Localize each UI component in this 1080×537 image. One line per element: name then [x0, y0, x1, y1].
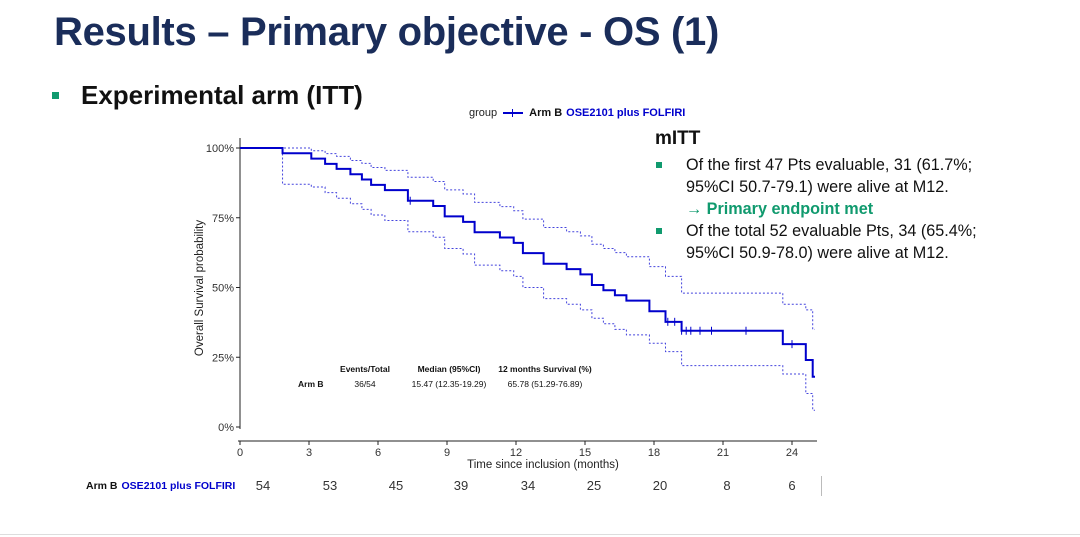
summary-header-12m: 12 months Survival (%) [498, 364, 592, 374]
risk-number: 54 [255, 478, 271, 493]
risk-number: 8 [723, 478, 731, 493]
x-tick-label: 24 [786, 447, 798, 459]
x-tick-label: 3 [306, 447, 312, 459]
legend-line-icon [503, 109, 524, 117]
bullet-square-icon [656, 228, 662, 234]
mitt-panel: mITT Of the first 47 Pts evaluable, 31 (… [655, 128, 1075, 264]
risk-number: 39 [453, 478, 469, 493]
mitt-bullets: Of the first 47 Pts evaluable, 31 (61.7%… [655, 154, 1075, 264]
risk-number: 53 [322, 478, 338, 493]
risk-arm: Arm B [86, 480, 118, 492]
survival-curve [240, 147, 815, 378]
summary-header-events: Events/Total [340, 364, 390, 374]
x-tick-label: 21 [717, 447, 729, 459]
ci-lower-layer [240, 147, 815, 411]
primary-endpoint-met: → Primary endpoint met [686, 200, 874, 218]
chart-legend: group Arm B OSE2101 plus FOLFIRI [469, 107, 685, 119]
y-tick-label: 25% [212, 352, 234, 364]
bullet-square-icon [656, 162, 662, 168]
summary-row-label: Arm B [298, 379, 324, 389]
risk-number: 20 [652, 478, 668, 493]
footer-divider [0, 534, 1080, 535]
censor-marks-layer [409, 196, 793, 349]
mitt-bullet-1-line2: 95%CI 50.7-79.1) were alive at M12. [686, 178, 949, 196]
x-tick-label: 6 [375, 447, 381, 459]
chart-axes: 0 3 6 9 12 15 18 21 24 0% 25% 50% 75% 100% [206, 138, 817, 459]
x-axis-label: Time since inclusion (months) [467, 459, 619, 471]
summary-events: 36/54 [354, 379, 376, 389]
legend-title: group [469, 107, 498, 119]
mitt-heading: mITT [655, 128, 701, 149]
y-tick-label: 100% [206, 143, 234, 155]
mitt-bullet-2: Of the total 52 evaluable Pts, 34 (65.4%… [655, 220, 1075, 264]
risk-number: 25 [586, 478, 602, 493]
risk-table-divider [821, 476, 822, 496]
x-tick-label: 12 [510, 447, 522, 459]
ci-upper-layer [240, 147, 815, 330]
y-tick-label: 75% [212, 213, 234, 225]
y-tick-label: 50% [212, 283, 234, 295]
bullet-square-icon [52, 92, 59, 99]
y-axis-label: Overall Survival probability [194, 220, 206, 356]
risk-number: 6 [788, 478, 796, 493]
summary-median: 15.47 (12.35-19.29) [412, 379, 487, 389]
risk-table-label: Arm B OSE2101 plus FOLFIRI [86, 480, 235, 492]
mitt-bullet-2-line1: Of the total 52 evaluable Pts, 34 (65.4%… [686, 222, 977, 240]
y-tick-label: 0% [218, 422, 234, 434]
mitt-bullet-1: Of the first 47 Pts evaluable, 31 (61.7%… [655, 154, 1075, 220]
x-tick-label: 18 [648, 447, 660, 459]
ci-lower-line [240, 147, 815, 411]
summary-12m: 65.78 (51.29-76.89) [508, 379, 583, 389]
legend-arm: Arm B [529, 107, 563, 119]
risk-table: Arm B OSE2101 plus FOLFIRI 54 53 45 39 34… [0, 476, 1080, 500]
survival-curve-layer [240, 147, 815, 378]
x-tick-label: 0 [237, 447, 243, 459]
risk-number: 45 [388, 478, 404, 493]
x-tick-label: 9 [444, 447, 450, 459]
risk-number: 34 [520, 478, 536, 493]
subtitle-row: Experimental arm (ITT) [52, 80, 363, 111]
slide-subtitle: Experimental arm (ITT) [81, 80, 363, 110]
summary-header-median: Median (95%CI) [418, 364, 481, 374]
x-tick-label: 15 [579, 447, 591, 459]
risk-drug: OSE2101 plus FOLFIRI [121, 480, 236, 492]
legend-drug: OSE2101 plus FOLFIRI [566, 107, 686, 119]
summary-table: Events/Total Median (95%CI) 12 months Su… [298, 364, 592, 389]
mitt-bullet-1-line1: Of the first 47 Pts evaluable, 31 (61.7%… [686, 156, 973, 174]
km-survival-chart: 0 3 6 9 12 15 18 21 24 0% 25% 50% 75% 100% Time since… [194, 138, 817, 471]
ci-upper-line [240, 147, 815, 330]
slide-title: Results – Primary objective - OS (1) [54, 10, 720, 54]
mitt-bullet-2-line2: 95%CI 50.9-78.0) were alive at M12. [686, 244, 949, 262]
